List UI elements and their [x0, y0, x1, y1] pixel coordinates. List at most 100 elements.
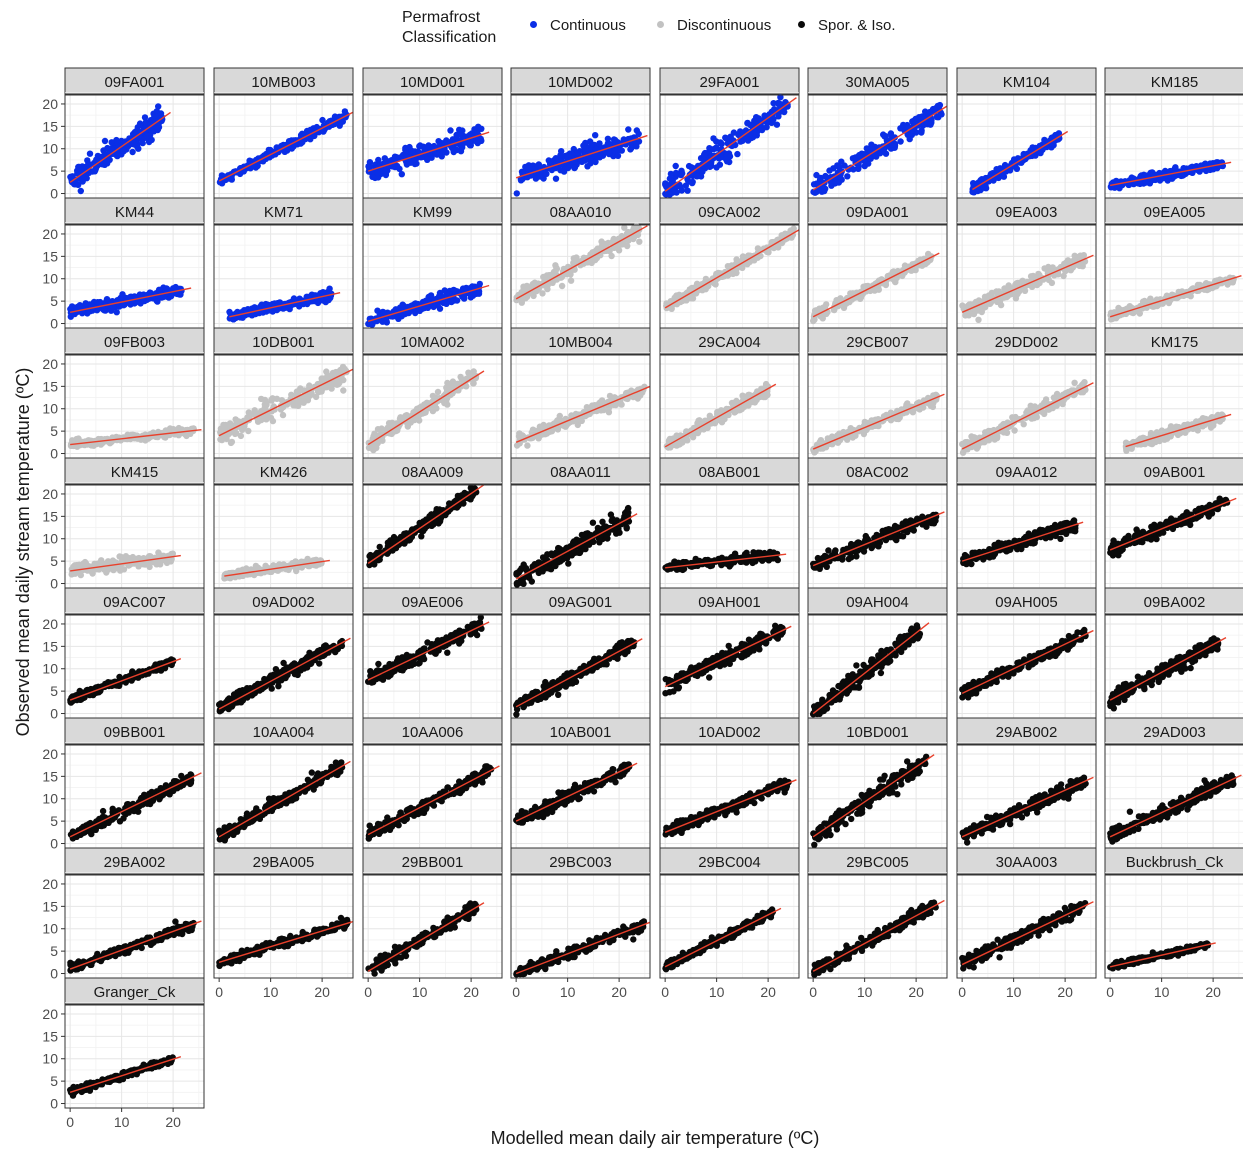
data-point — [278, 397, 286, 404]
data-point — [137, 300, 144, 307]
data-point — [773, 121, 781, 128]
panel-10db001: 10DB001 — [213, 327, 354, 459]
data-point — [174, 430, 181, 437]
data-point — [693, 173, 701, 180]
panel-strip — [510, 67, 651, 95]
data-point — [604, 135, 612, 142]
data-point — [605, 149, 612, 156]
data-point — [113, 152, 121, 159]
data-point — [398, 171, 405, 178]
data-point — [927, 121, 934, 128]
panel-title: 29FA001 — [699, 74, 759, 91]
data-point — [751, 117, 758, 125]
y-tick-label: 20 — [42, 356, 58, 372]
panel-title: KM104 — [1003, 74, 1051, 91]
data-point — [339, 363, 347, 371]
data-point — [337, 120, 344, 127]
data-point — [327, 384, 334, 391]
data-point — [433, 151, 441, 158]
data-point — [1071, 252, 1078, 259]
data-point — [834, 179, 841, 186]
data-point — [77, 166, 85, 174]
data-point — [778, 232, 785, 239]
data-point — [1080, 252, 1088, 259]
series-points — [662, 94, 791, 198]
data-point — [758, 126, 766, 134]
data-point — [1017, 279, 1024, 286]
series-points — [810, 101, 945, 196]
y-tick-label: 0 — [50, 446, 58, 462]
data-point — [722, 156, 730, 163]
data-point — [155, 286, 163, 293]
data-point — [226, 308, 233, 316]
panel-title: 29CA004 — [698, 334, 761, 351]
data-point — [685, 178, 692, 185]
panel-strip — [807, 67, 948, 95]
data-point — [395, 315, 402, 322]
data-point — [702, 286, 709, 293]
data-point — [424, 156, 431, 163]
panel-title: 10MD002 — [548, 74, 613, 91]
data-point — [567, 277, 575, 284]
data-point — [666, 191, 673, 198]
data-point — [155, 103, 162, 110]
data-point — [672, 169, 680, 177]
data-point — [733, 256, 740, 263]
legend-title-line2: Classification — [402, 29, 497, 46]
data-point — [1147, 296, 1154, 303]
data-point — [86, 150, 94, 157]
fit-line — [367, 131, 490, 172]
data-point — [1045, 263, 1052, 271]
y-tick-label: 15 — [42, 378, 58, 394]
data-point — [300, 399, 307, 406]
panel-km185: KM185 — [1104, 67, 1243, 199]
panel-title: KM44 — [115, 204, 154, 221]
panel-title: 30MA005 — [845, 74, 909, 91]
data-point — [154, 298, 161, 305]
data-point — [279, 411, 287, 419]
panel-title: 10DB001 — [252, 334, 315, 351]
data-point — [141, 114, 149, 121]
data-point — [580, 142, 587, 149]
data-point — [228, 438, 236, 446]
data-point — [381, 155, 388, 162]
data-point — [636, 238, 643, 245]
data-point — [469, 283, 476, 290]
data-point — [465, 139, 473, 146]
y-tick-label: 20 — [42, 226, 58, 242]
data-point — [568, 153, 575, 160]
data-point — [918, 129, 925, 136]
data-point — [628, 144, 635, 152]
data-point — [474, 139, 481, 147]
data-point — [552, 262, 559, 269]
data-point — [598, 238, 605, 245]
data-point — [1037, 149, 1044, 157]
y-tick-label: 15 — [42, 118, 58, 134]
data-point — [861, 162, 868, 170]
data-point — [258, 395, 265, 403]
data-point — [713, 138, 720, 145]
data-point — [701, 151, 708, 158]
data-point — [1107, 309, 1115, 316]
data-point — [256, 416, 263, 424]
data-point — [684, 187, 691, 194]
data-point — [855, 165, 862, 172]
data-point — [764, 113, 771, 121]
data-point — [134, 124, 141, 131]
panel-title: 10MB003 — [251, 74, 315, 91]
data-point — [329, 369, 337, 377]
y-tick-label: 0 — [50, 186, 58, 202]
data-point — [543, 170, 550, 177]
data-point — [1012, 295, 1020, 302]
legend-item-spor-iso: Spor. & Iso. — [798, 17, 896, 34]
data-point — [822, 172, 829, 180]
data-point — [144, 132, 151, 139]
data-point — [584, 163, 591, 170]
y-tick-label: 10 — [42, 141, 58, 157]
data-point — [912, 115, 919, 123]
data-point — [1045, 276, 1053, 284]
data-point — [447, 127, 454, 134]
